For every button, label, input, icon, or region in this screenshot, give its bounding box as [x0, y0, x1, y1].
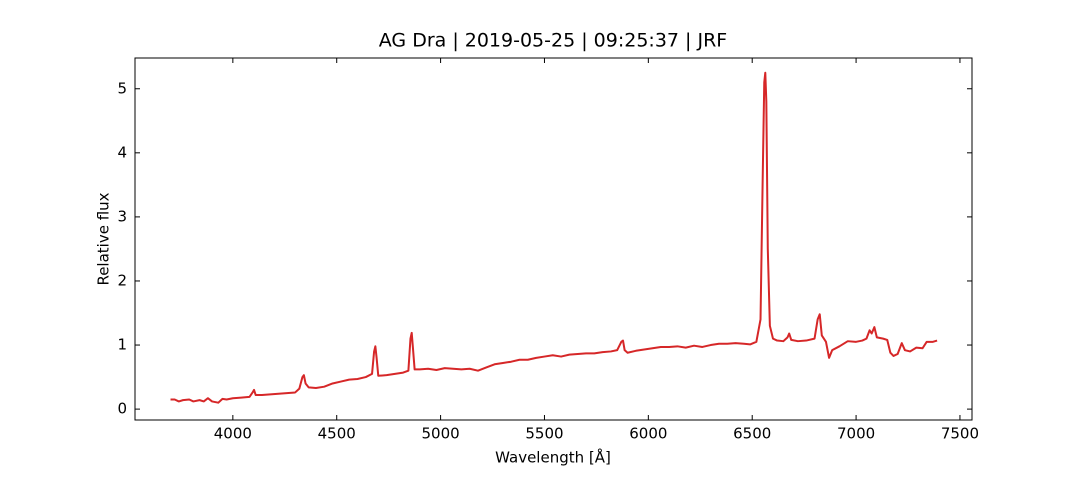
x-tick-label: 4000	[214, 425, 252, 443]
x-tick-label: 4500	[318, 425, 356, 443]
chart-title: AG Dra | 2019-05-25 | 09:25:37 | JRF	[379, 30, 727, 52]
y-tick-label: 0	[117, 400, 127, 418]
y-axis-label: Relative flux	[95, 192, 113, 285]
x-tick-label: 5500	[525, 425, 563, 443]
x-axis-label: Wavelength [Å]	[495, 448, 611, 467]
x-tick-label: 7000	[837, 425, 875, 443]
plot-frame	[134, 57, 973, 421]
x-tick-label: 6000	[629, 425, 667, 443]
y-tick-label: 1	[117, 336, 127, 354]
x-tick-label: 6500	[733, 425, 771, 443]
y-tick-label: 5	[117, 79, 127, 97]
x-tick-label: 7500	[941, 425, 979, 443]
spectrum-line	[170, 71, 938, 404]
y-tick-label: 2	[117, 271, 127, 289]
y-tick-label: 3	[117, 207, 127, 225]
x-tick-label: 5000	[421, 425, 459, 443]
y-tick-label: 4	[117, 143, 127, 161]
